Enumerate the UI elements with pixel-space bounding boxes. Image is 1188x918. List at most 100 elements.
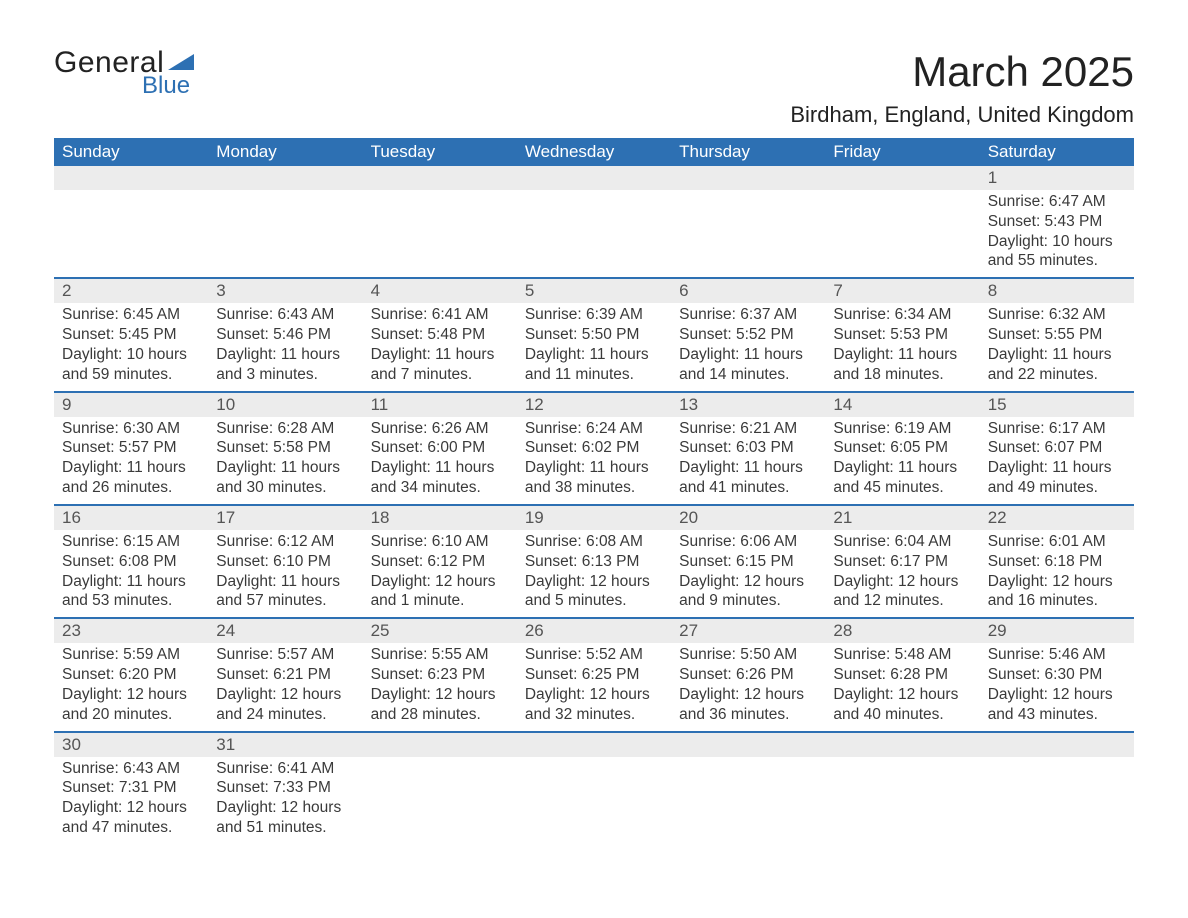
day-number: 4 (363, 279, 517, 303)
day-daylight1: Daylight: 11 hours (988, 345, 1126, 365)
day-number: 28 (825, 619, 979, 643)
week-daynum-row: 2345678 (54, 278, 1134, 303)
day-number (671, 733, 825, 755)
day-sunrise: Sunrise: 6:45 AM (62, 305, 200, 325)
weekday-header: Sunday (54, 138, 208, 166)
day-sunset: Sunset: 7:33 PM (216, 778, 354, 798)
day-sunrise: Sunrise: 6:41 AM (371, 305, 509, 325)
day-number (980, 733, 1134, 755)
day-daylight2: and 53 minutes. (62, 591, 200, 611)
day-sunset: Sunset: 6:23 PM (371, 665, 509, 685)
day-number (54, 166, 208, 188)
day-daylight2: and 18 minutes. (833, 365, 971, 385)
day-sunrise: Sunrise: 6:12 AM (216, 532, 354, 552)
day-sunset: Sunset: 6:15 PM (679, 552, 817, 572)
day-number (363, 733, 517, 755)
day-daylight1: Daylight: 12 hours (62, 798, 200, 818)
day-daylight2: and 47 minutes. (62, 818, 200, 838)
day-number: 31 (208, 733, 362, 757)
weekday-header: Saturday (980, 138, 1134, 166)
day-number: 8 (980, 279, 1134, 303)
day-daylight2: and 11 minutes. (525, 365, 663, 385)
day-daylight1: Daylight: 12 hours (833, 685, 971, 705)
weekday-header: Thursday (671, 138, 825, 166)
day-sunrise: Sunrise: 6:30 AM (62, 419, 200, 439)
day-daylight1: Daylight: 12 hours (216, 798, 354, 818)
day-daylight2: and 38 minutes. (525, 478, 663, 498)
day-number: 3 (208, 279, 362, 303)
day-number: 24 (208, 619, 362, 643)
day-daylight1: Daylight: 12 hours (833, 572, 971, 592)
day-daylight2: and 5 minutes. (525, 591, 663, 611)
day-daylight2: and 30 minutes. (216, 478, 354, 498)
day-daylight1: Daylight: 11 hours (833, 458, 971, 478)
day-daylight1: Daylight: 11 hours (679, 458, 817, 478)
day-number: 5 (517, 279, 671, 303)
brand-line2: Blue (142, 74, 194, 98)
day-sunset: Sunset: 5:43 PM (988, 212, 1126, 232)
day-daylight1: Daylight: 12 hours (371, 572, 509, 592)
day-number: 27 (671, 619, 825, 643)
day-daylight1: Daylight: 11 hours (525, 458, 663, 478)
day-number: 1 (980, 166, 1134, 190)
week-data-row: Sunrise: 6:45 AMSunset: 5:45 PM Daylight:… (54, 303, 1134, 391)
day-daylight2: and 20 minutes. (62, 705, 200, 725)
day-sunrise: Sunrise: 5:55 AM (371, 645, 509, 665)
day-number (363, 166, 517, 188)
day-number: 9 (54, 393, 208, 417)
weekday-header: Tuesday (363, 138, 517, 166)
day-sunset: Sunset: 5:45 PM (62, 325, 200, 345)
day-sunset: Sunset: 6:08 PM (62, 552, 200, 572)
day-number: 7 (825, 279, 979, 303)
day-sunrise: Sunrise: 6:19 AM (833, 419, 971, 439)
day-sunrise: Sunrise: 6:43 AM (62, 759, 200, 779)
day-sunrise: Sunrise: 6:28 AM (216, 419, 354, 439)
day-sunset: Sunset: 6:05 PM (833, 438, 971, 458)
day-sunset: Sunset: 6:25 PM (525, 665, 663, 685)
day-daylight1: Daylight: 12 hours (988, 685, 1126, 705)
day-sunset: Sunset: 5:52 PM (679, 325, 817, 345)
day-sunrise: Sunrise: 6:26 AM (371, 419, 509, 439)
day-sunset: Sunset: 6:10 PM (216, 552, 354, 572)
day-number (208, 166, 362, 188)
day-sunset: Sunset: 5:48 PM (371, 325, 509, 345)
day-sunrise: Sunrise: 6:15 AM (62, 532, 200, 552)
day-sunset: Sunset: 5:58 PM (216, 438, 354, 458)
day-daylight2: and 22 minutes. (988, 365, 1126, 385)
day-number: 21 (825, 506, 979, 530)
day-number: 15 (980, 393, 1134, 417)
brand-triangle-icon (168, 54, 194, 70)
day-number: 19 (517, 506, 671, 530)
weekday-header: Wednesday (517, 138, 671, 166)
day-daylight2: and 59 minutes. (62, 365, 200, 385)
week-daynum-row: 9101112131415 (54, 392, 1134, 417)
day-sunrise: Sunrise: 6:24 AM (525, 419, 663, 439)
day-sunset: Sunset: 6:12 PM (371, 552, 509, 572)
day-number: 14 (825, 393, 979, 417)
day-sunset: Sunset: 6:00 PM (371, 438, 509, 458)
day-daylight1: Daylight: 12 hours (216, 685, 354, 705)
weekday-header: Monday (208, 138, 362, 166)
day-sunset: Sunset: 6:07 PM (988, 438, 1126, 458)
day-sunrise: Sunrise: 6:01 AM (988, 532, 1126, 552)
day-sunrise: Sunrise: 5:46 AM (988, 645, 1126, 665)
day-daylight2: and 55 minutes. (988, 251, 1126, 271)
day-daylight2: and 43 minutes. (988, 705, 1126, 725)
day-daylight2: and 9 minutes. (679, 591, 817, 611)
day-number (517, 166, 671, 188)
day-sunset: Sunset: 6:02 PM (525, 438, 663, 458)
day-number: 17 (208, 506, 362, 530)
day-sunset: Sunset: 5:57 PM (62, 438, 200, 458)
day-number: 25 (363, 619, 517, 643)
day-daylight1: Daylight: 11 hours (371, 458, 509, 478)
day-daylight1: Daylight: 11 hours (371, 345, 509, 365)
week-daynum-row: 16171819202122 (54, 505, 1134, 530)
location-line: Birdham, England, United Kingdom (790, 102, 1134, 128)
day-daylight2: and 40 minutes. (833, 705, 971, 725)
day-daylight1: Daylight: 11 hours (525, 345, 663, 365)
day-daylight2: and 12 minutes. (833, 591, 971, 611)
day-sunset: Sunset: 5:53 PM (833, 325, 971, 345)
day-daylight2: and 1 minute. (371, 591, 509, 611)
day-number: 18 (363, 506, 517, 530)
week-data-row: Sunrise: 6:47 AMSunset: 5:43 PMDaylight:… (54, 190, 1134, 278)
